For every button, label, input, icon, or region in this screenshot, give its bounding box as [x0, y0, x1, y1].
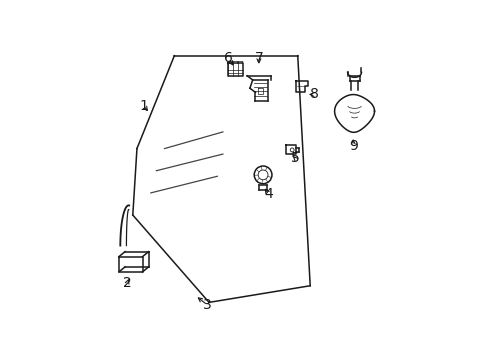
Text: 6: 6 — [224, 51, 232, 66]
Text: 2: 2 — [122, 276, 131, 290]
Text: 5: 5 — [290, 151, 299, 165]
Text: 9: 9 — [348, 139, 357, 153]
Text: 4: 4 — [264, 187, 272, 201]
Text: 8: 8 — [309, 87, 318, 102]
Text: 3: 3 — [203, 298, 212, 312]
Text: 1: 1 — [139, 99, 148, 113]
Text: 7: 7 — [254, 51, 263, 66]
